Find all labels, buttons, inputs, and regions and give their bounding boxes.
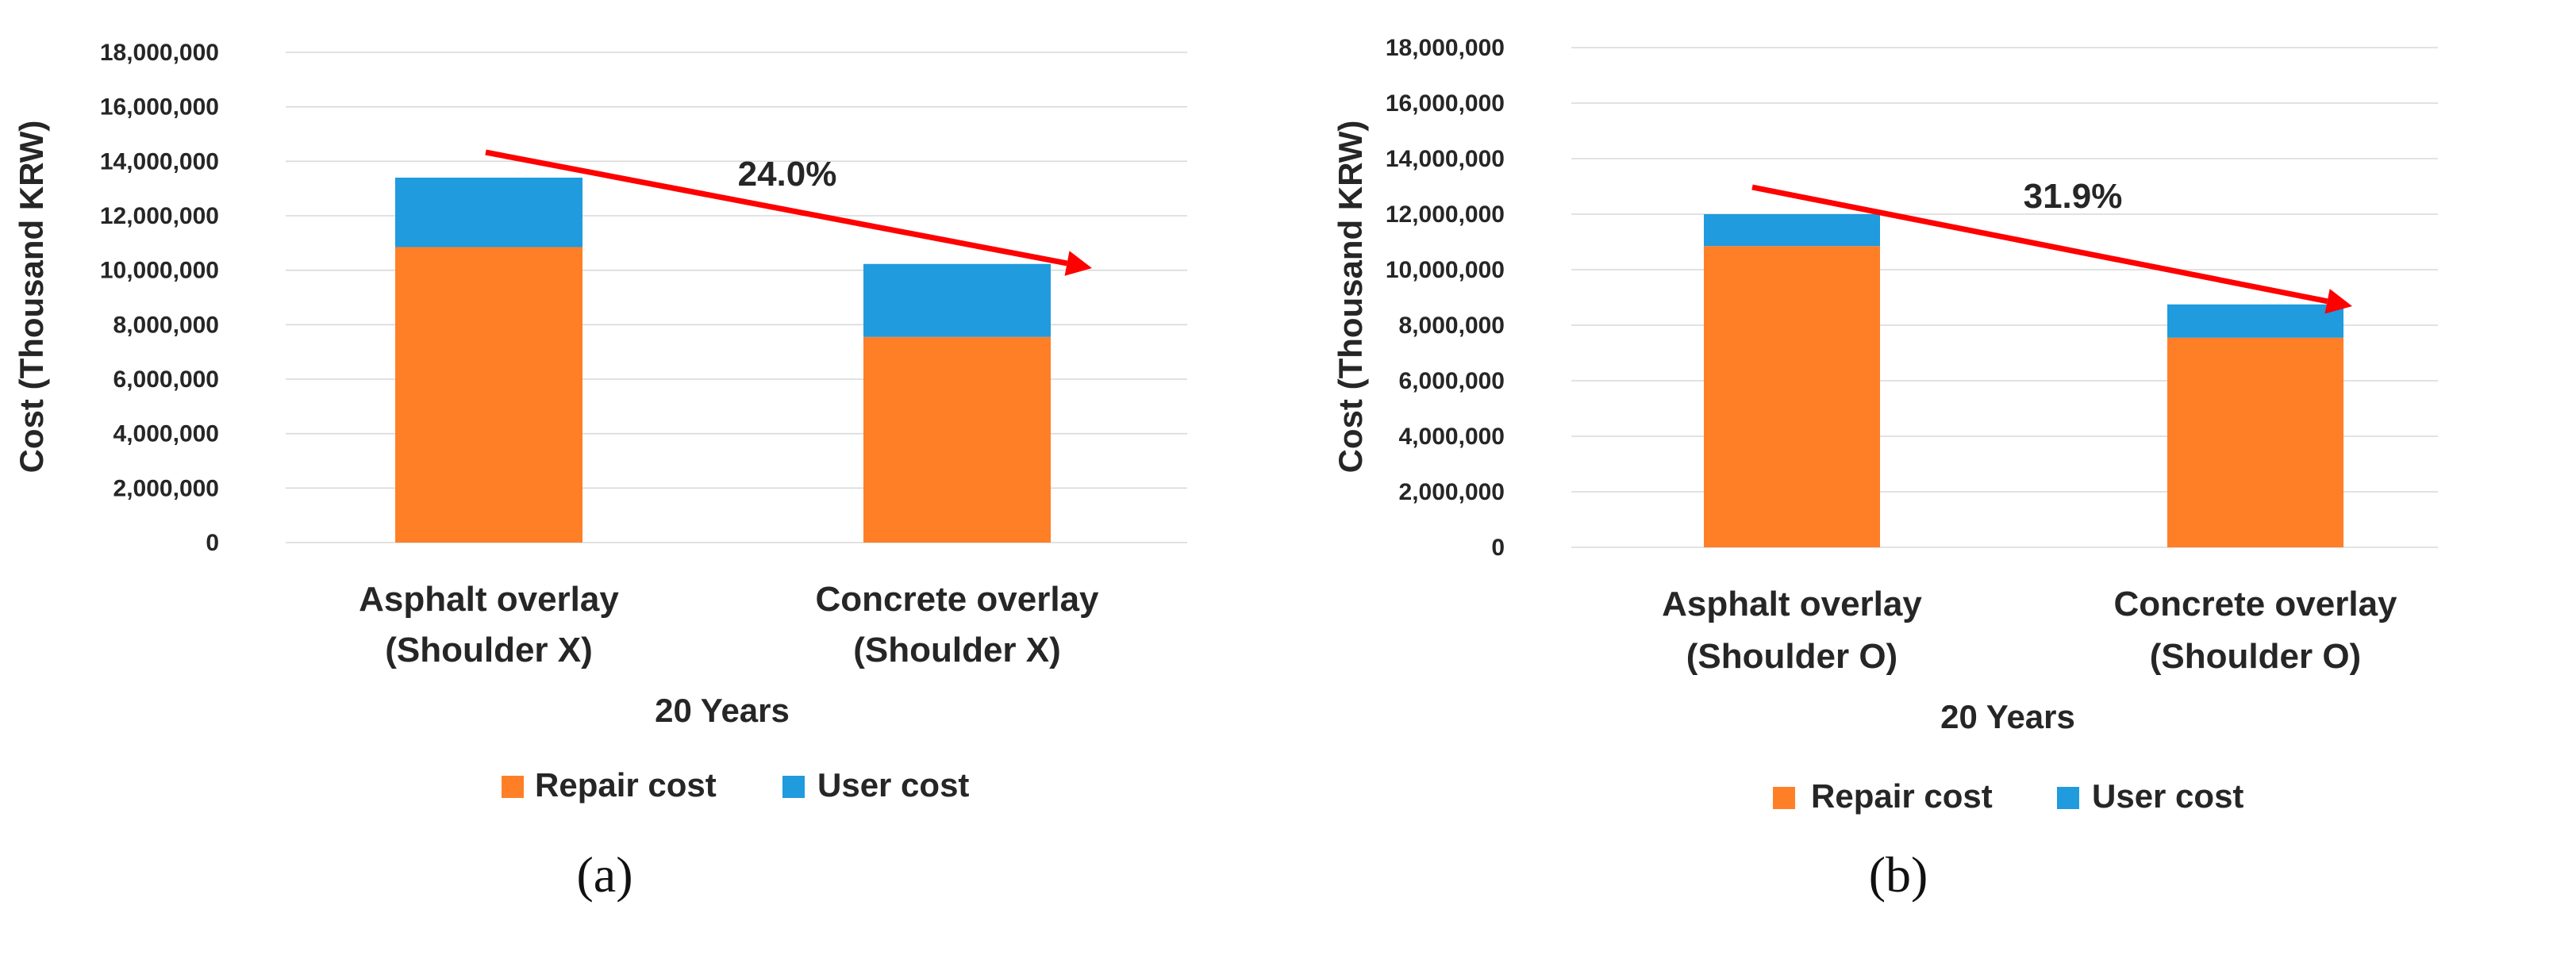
y-axis-label: Cost (Thousand KRW): [1332, 121, 1369, 474]
chart-group: 0 2,000,000 4,000,000 6,000,000 8,000,000 10,…: [1332, 35, 2438, 903]
y-tick-label: 10,000,000: [1386, 257, 1505, 283]
panel-caption: (a): [576, 846, 632, 903]
y-tick-label: 6,000,000: [113, 366, 219, 393]
x-category-label: (Shoulder O): [2150, 637, 2361, 676]
y-tick-label: 2,000,000: [113, 475, 219, 501]
legend-swatch: [2057, 787, 2079, 809]
x-category-label: (Shoulder X): [853, 631, 1061, 669]
repair-cost-bar: [863, 336, 1051, 543]
x-axis-label: 20 Years: [1940, 698, 2075, 735]
chart-b-svg: 0 2,000,000 4,000,000 6,000,000 8,000,000 10,…: [1332, 35, 2438, 903]
y-tick-label: 16,000,000: [100, 94, 219, 121]
y-tick-label: 12,000,000: [100, 203, 219, 229]
legend-swatch: [782, 776, 805, 798]
y-tick-label: 2,000,000: [1399, 479, 1505, 505]
x-category-label: Asphalt overlay: [1662, 585, 1922, 623]
user-cost-bar: [863, 263, 1051, 337]
trend-arrow-line: [1751, 184, 2328, 305]
y-tick-label: 14,000,000: [1386, 146, 1505, 172]
y-tick-label: 16,000,000: [1386, 90, 1505, 117]
y-tick-label: 8,000,000: [1399, 313, 1505, 339]
legend-label: User cost: [2092, 777, 2243, 815]
trend-arrow-head: [1064, 251, 1092, 276]
x-category-label: Asphalt overlay: [359, 580, 619, 619]
x-category-label: (Shoulder X): [385, 631, 593, 669]
reduction-percentage-label: 24.0%: [738, 155, 837, 194]
legend-label: Repair cost: [1811, 777, 1993, 815]
x-category-label: (Shoulder O): [1686, 637, 1897, 676]
y-tick-label: 14,000,000: [100, 148, 219, 175]
legend-label: User cost: [817, 766, 969, 804]
reduction-percentage-label: 31.9%: [2024, 177, 2123, 216]
y-tick-label: 12,000,000: [1386, 201, 1505, 228]
repair-cost-bar: [2167, 337, 2343, 547]
y-axis-label: Cost (Thousand KRW): [13, 121, 50, 474]
legend-label: Repair cost: [535, 766, 717, 804]
y-tick-label: 0: [206, 530, 219, 556]
y-tick-label: 18,000,000: [1386, 35, 1505, 61]
legend-swatch: [1773, 787, 1795, 809]
chart-group: 0 2,000,000 4,000,000 6,000,000 8,000,000 10,…: [13, 40, 1187, 903]
y-tick-label: 10,000,000: [100, 258, 219, 284]
trend-arrow-line: [485, 149, 1068, 267]
x-category-label: Concrete overlay: [2113, 585, 2397, 623]
chart-a-svg: 0 2,000,000 4,000,000 6,000,000 8,000,000 10,…: [13, 40, 1187, 903]
repair-cost-bar: [395, 247, 582, 543]
y-tick-label: 4,000,000: [113, 421, 219, 447]
y-tick-label: 18,000,000: [100, 40, 219, 66]
x-axis-label: 20 Years: [655, 692, 790, 729]
y-tick-label: 0: [1491, 535, 1505, 561]
y-tick-label: 4,000,000: [1399, 424, 1505, 450]
trend-arrow-head: [2324, 289, 2352, 314]
y-tick-label: 8,000,000: [113, 312, 219, 338]
panel-caption: (b): [1869, 846, 1928, 903]
y-tick-label: 6,000,000: [1399, 368, 1505, 394]
chart-panel-b: 0 2,000,000 4,000,000 6,000,000 8,000,000 10,…: [1288, 0, 2576, 959]
x-category-label: Concrete overlay: [815, 580, 1099, 619]
legend-swatch: [502, 776, 524, 798]
chart-panel-a: 0 2,000,000 4,000,000 6,000,000 8,000,000 10,…: [13, 40, 1187, 903]
repair-cost-bar: [1704, 246, 1880, 547]
user-cost-bar: [2167, 304, 2343, 338]
user-cost-bar: [395, 177, 582, 247]
user-cost-bar: [1704, 214, 1880, 247]
